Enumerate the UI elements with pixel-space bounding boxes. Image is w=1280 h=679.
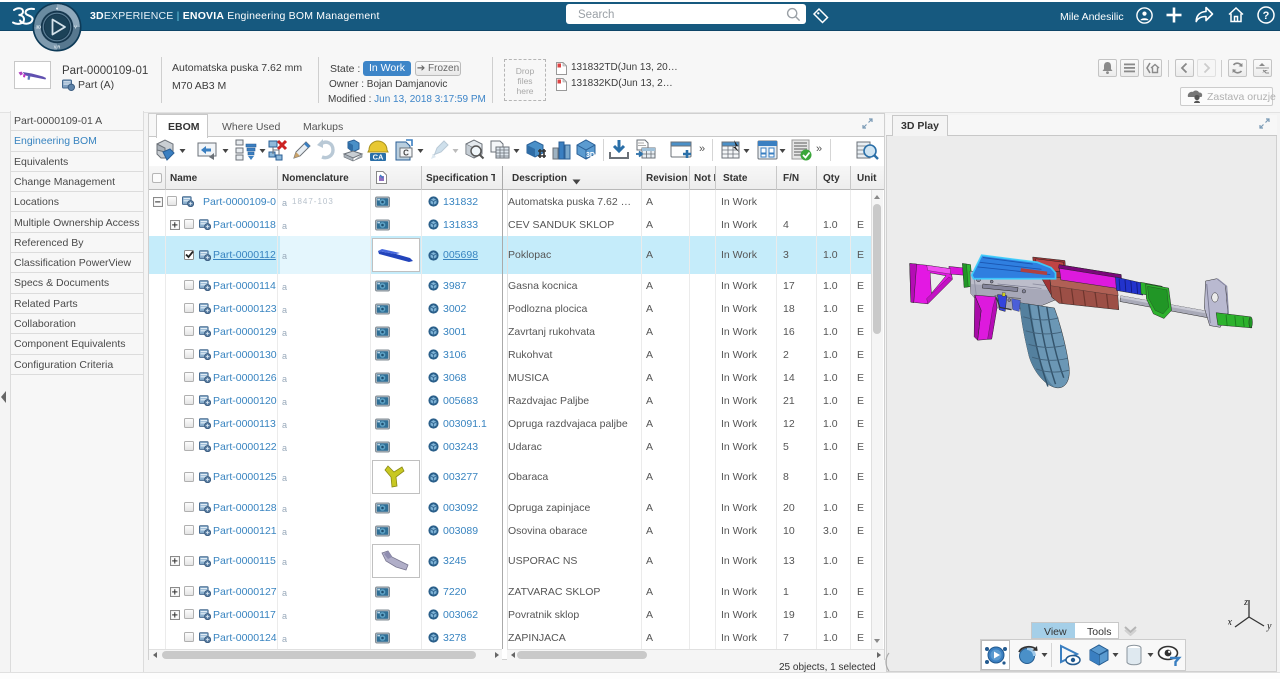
svg-text:3D: 3D [36,25,41,30]
svg-text:y: y [1266,621,1272,632]
svg-text:V.R: V.R [54,45,61,50]
svg-text:V: V [74,25,77,30]
svg-text:3D: 3D [586,152,595,159]
svg-text:?: ? [1263,10,1270,22]
svg-text:C: C [403,149,409,158]
svg-text:z: z [1243,597,1248,608]
svg-text:CA: CA [373,153,384,162]
svg-text:x: x [1228,617,1233,628]
svg-text:●: ● [56,6,59,11]
